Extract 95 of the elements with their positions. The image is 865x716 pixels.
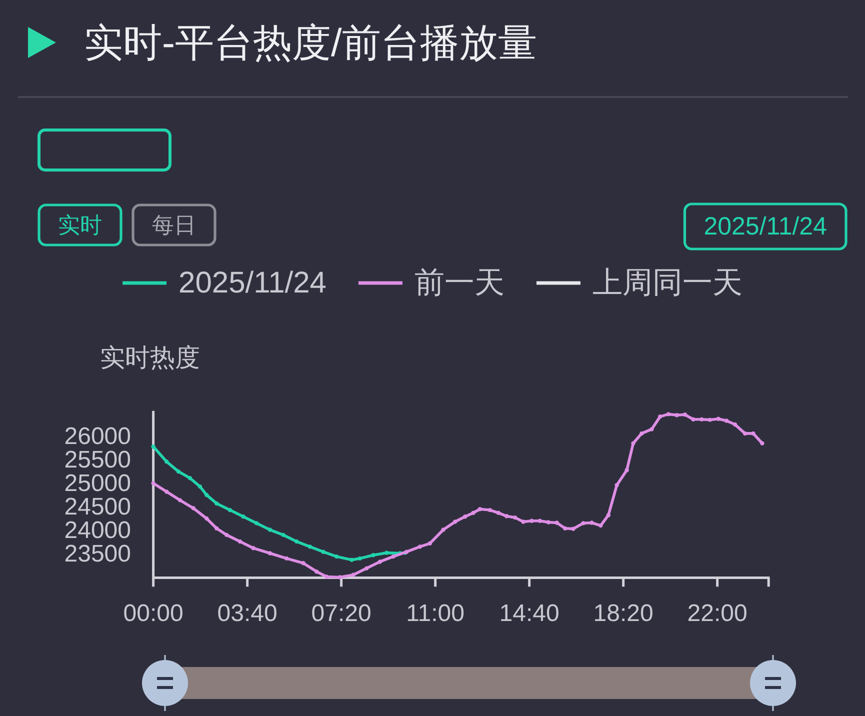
button-active: 实时 (38, 204, 122, 246)
point (691, 417, 696, 422)
point (214, 526, 219, 530)
point (742, 431, 748, 436)
point (350, 558, 354, 562)
point (214, 501, 219, 506)
point (191, 506, 196, 510)
point (716, 416, 720, 421)
point (241, 514, 246, 519)
point (530, 518, 534, 523)
point (441, 528, 446, 532)
point (504, 514, 509, 518)
point (666, 412, 670, 416)
y-axis-title: 实时热度 (100, 344, 200, 372)
point (351, 572, 356, 577)
point (512, 515, 518, 520)
point (204, 516, 209, 521)
point (284, 556, 289, 561)
point (700, 417, 704, 422)
x-tick-label: 03:40 (217, 600, 278, 627)
point (418, 544, 422, 549)
point (321, 550, 326, 554)
point (238, 539, 242, 544)
point (204, 492, 209, 498)
point (391, 554, 396, 559)
x-tick-label: 00:00 (123, 600, 184, 627)
point (571, 526, 576, 531)
point (452, 520, 458, 524)
x-tick-label: 18:20 (593, 600, 654, 627)
point (471, 510, 476, 515)
point (224, 532, 229, 538)
point (640, 431, 644, 436)
point (251, 546, 256, 550)
x-tick-label: 11:00 (406, 600, 464, 627)
point (554, 520, 559, 525)
point (338, 575, 342, 580)
point (751, 431, 756, 436)
point (760, 441, 764, 446)
point (364, 566, 369, 570)
button-active: 2025/11/24 (683, 202, 848, 250)
point (301, 561, 306, 566)
point (546, 520, 550, 524)
point (334, 554, 339, 559)
point (281, 532, 286, 538)
point (606, 513, 610, 518)
point (151, 444, 156, 449)
point (178, 498, 182, 502)
point (176, 469, 181, 474)
point (708, 418, 712, 422)
point (590, 520, 594, 525)
point (268, 551, 272, 556)
point (384, 550, 389, 555)
point (254, 521, 259, 526)
legend-label: 上周同一天 (592, 266, 742, 300)
point (164, 460, 169, 464)
point (614, 483, 619, 488)
x-tick-label: 07:20 (311, 600, 372, 627)
point (462, 514, 468, 519)
x-tick-label: 22:00 (687, 600, 748, 627)
point (658, 414, 662, 419)
point (151, 481, 156, 486)
point (371, 553, 376, 558)
point (624, 468, 629, 472)
point (164, 490, 169, 494)
point (650, 427, 654, 432)
point (314, 569, 319, 574)
x-tick-label: 14:40 (499, 600, 560, 627)
point (581, 521, 586, 526)
line-series (151, 412, 764, 580)
point (496, 510, 500, 515)
point (538, 518, 542, 523)
point (682, 412, 688, 417)
point (228, 508, 232, 512)
point (521, 520, 526, 524)
point (724, 418, 729, 423)
legend-label: 前一天 (414, 266, 504, 300)
point (188, 476, 192, 480)
point (324, 574, 329, 579)
point (562, 526, 568, 530)
point (488, 508, 492, 512)
point (598, 523, 603, 528)
point (358, 556, 362, 561)
point (308, 544, 312, 549)
title: 实时-平台热度/前台播放量 (84, 22, 537, 65)
point (631, 441, 636, 446)
legend-label: 2025/11/24 (178, 266, 326, 300)
point (478, 507, 482, 512)
point (198, 484, 202, 489)
point (674, 413, 679, 418)
point (378, 560, 382, 564)
point (294, 539, 299, 544)
button: 每日 (132, 204, 216, 246)
point (428, 541, 432, 546)
point (732, 422, 738, 427)
point (268, 528, 272, 532)
